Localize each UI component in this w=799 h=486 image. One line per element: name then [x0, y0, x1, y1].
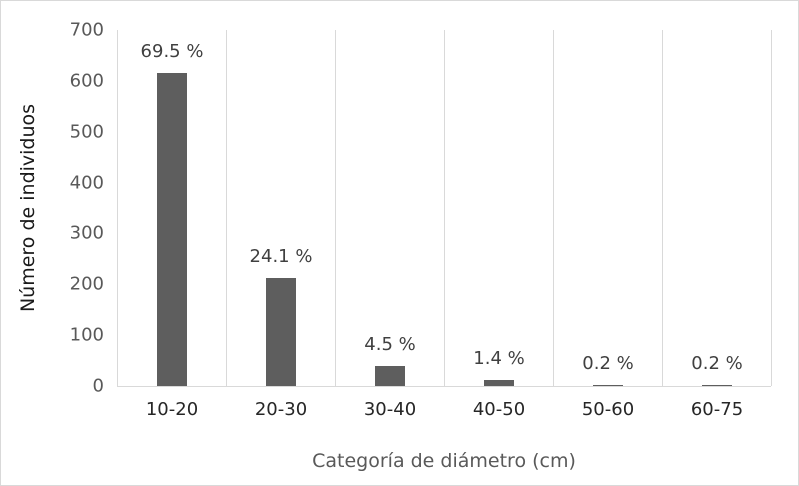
category-gridline — [662, 30, 663, 386]
category-gridline — [444, 30, 445, 386]
x-tick-label: 10-20 — [145, 399, 199, 420]
bar-value-label: 24.1 % — [249, 246, 313, 267]
y-tick-label: 700 — [69, 19, 104, 41]
category-gridline — [335, 30, 336, 386]
bar-value-label: 0.2 % — [582, 353, 634, 374]
category-gridline — [117, 30, 118, 386]
y-tick-label: 0 — [92, 375, 104, 397]
x-tick-label: 60-75 — [690, 399, 744, 420]
bar — [266, 278, 296, 386]
bar-value-label: 69.5 % — [140, 41, 204, 62]
x-tick-label: 30-40 — [363, 399, 417, 420]
y-tick-label: 500 — [69, 121, 104, 143]
y-tick-label: 300 — [69, 222, 104, 244]
y-tick-label: 400 — [69, 172, 104, 194]
bar — [702, 385, 732, 386]
bar — [375, 366, 405, 386]
bar — [593, 385, 623, 386]
category-gridline — [553, 30, 554, 386]
x-axis-line — [117, 386, 771, 387]
bar-value-label: 0.2 % — [691, 353, 743, 374]
y-tick-label: 100 — [69, 324, 104, 346]
y-tick-label: 200 — [69, 273, 104, 295]
category-gridline — [226, 30, 227, 386]
bar — [484, 380, 514, 386]
y-tick-label: 600 — [69, 70, 104, 92]
bar — [157, 73, 187, 386]
x-tick-label: 50-60 — [581, 399, 635, 420]
bar-value-label: 1.4 % — [473, 348, 525, 369]
x-axis-title: Categoría de diámetro (cm) — [312, 450, 576, 472]
bar-value-label: 4.5 % — [364, 334, 416, 355]
x-tick-label: 20-30 — [254, 399, 308, 420]
category-gridline — [771, 30, 772, 386]
x-tick-label: 40-50 — [472, 399, 526, 420]
